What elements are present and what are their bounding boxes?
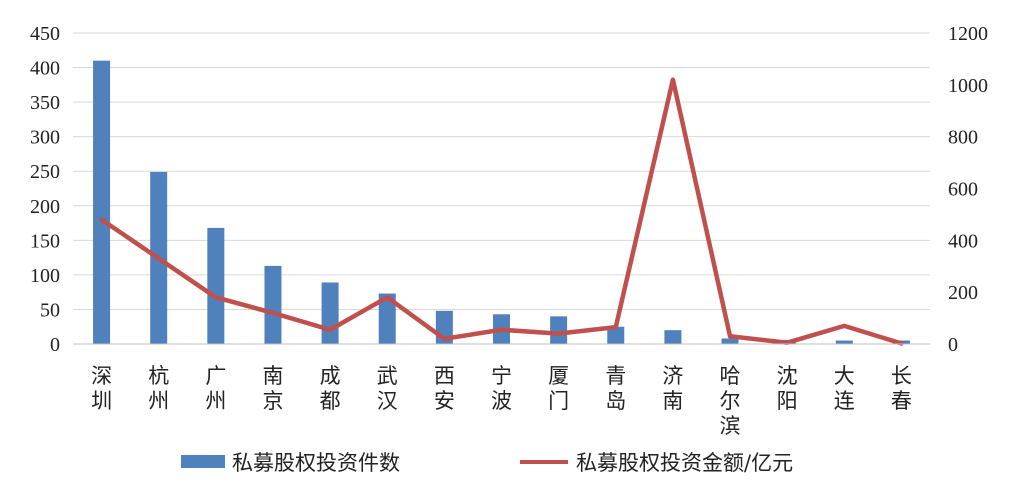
left-axis-ticks: 0 50 100 150 200 250 300 350 400 450 <box>30 23 60 356</box>
bar <box>550 316 568 344</box>
bar <box>835 340 853 344</box>
bar-series <box>93 60 910 345</box>
right-tick-label: 400 <box>948 230 978 252</box>
legend-bar-label: 私募股权投资件数 <box>232 451 400 475</box>
left-tick-label: 300 <box>30 127 60 149</box>
left-tick-label: 0 <box>50 334 60 356</box>
left-tick-label: 400 <box>30 58 60 80</box>
category-label: 深圳 <box>91 364 112 413</box>
category-label: 厦门 <box>548 364 569 413</box>
gridlines <box>73 32 930 310</box>
category-label: 沈阳 <box>777 364 798 413</box>
category-label: 大连 <box>834 364 855 413</box>
line-series <box>99 77 904 346</box>
left-tick-label: 200 <box>30 196 60 218</box>
right-tick-label: 800 <box>948 127 978 149</box>
left-tick-label: 150 <box>30 230 60 252</box>
bar <box>93 60 111 345</box>
bar <box>607 326 625 344</box>
category-label: 广州 <box>205 364 226 413</box>
right-tick-label: 1000 <box>948 75 988 97</box>
left-tick-label: 450 <box>30 23 60 45</box>
category-label: 宁波 <box>491 364 512 413</box>
right-tick-label: 200 <box>948 282 978 304</box>
bar <box>378 293 396 344</box>
right-tick-label: 0 <box>948 334 958 356</box>
category-label: 武汉 <box>377 364 398 413</box>
right-axis-ticks: 0 200 400 600 800 1000 1200 <box>948 23 988 356</box>
bar <box>321 282 339 344</box>
legend-line-label: 私募股权投资金额/亿元 <box>576 451 793 475</box>
category-label: 青岛 <box>605 364 626 413</box>
bar <box>721 338 739 344</box>
left-tick-label: 350 <box>30 92 60 114</box>
category-label: 济南 <box>662 364 683 413</box>
legend: 私募股权投资件数 私募股权投资金额/亿元 <box>181 451 793 475</box>
right-tick-label: 1200 <box>948 23 988 45</box>
bar <box>664 330 682 344</box>
category-label: 杭州 <box>148 364 169 413</box>
category-label: 西安 <box>434 364 455 413</box>
bar <box>207 227 225 344</box>
left-tick-label: 100 <box>30 265 60 287</box>
left-tick-label: 50 <box>40 299 60 321</box>
category-label: 哈尔滨 <box>720 364 741 438</box>
bar <box>264 265 282 344</box>
category-label: 长春 <box>891 364 912 413</box>
legend-bar-swatch <box>181 455 225 468</box>
left-tick-label: 250 <box>30 161 60 183</box>
right-tick-label: 600 <box>948 179 978 201</box>
category-label: 南京 <box>262 364 283 413</box>
category-label: 成都 <box>320 364 341 413</box>
